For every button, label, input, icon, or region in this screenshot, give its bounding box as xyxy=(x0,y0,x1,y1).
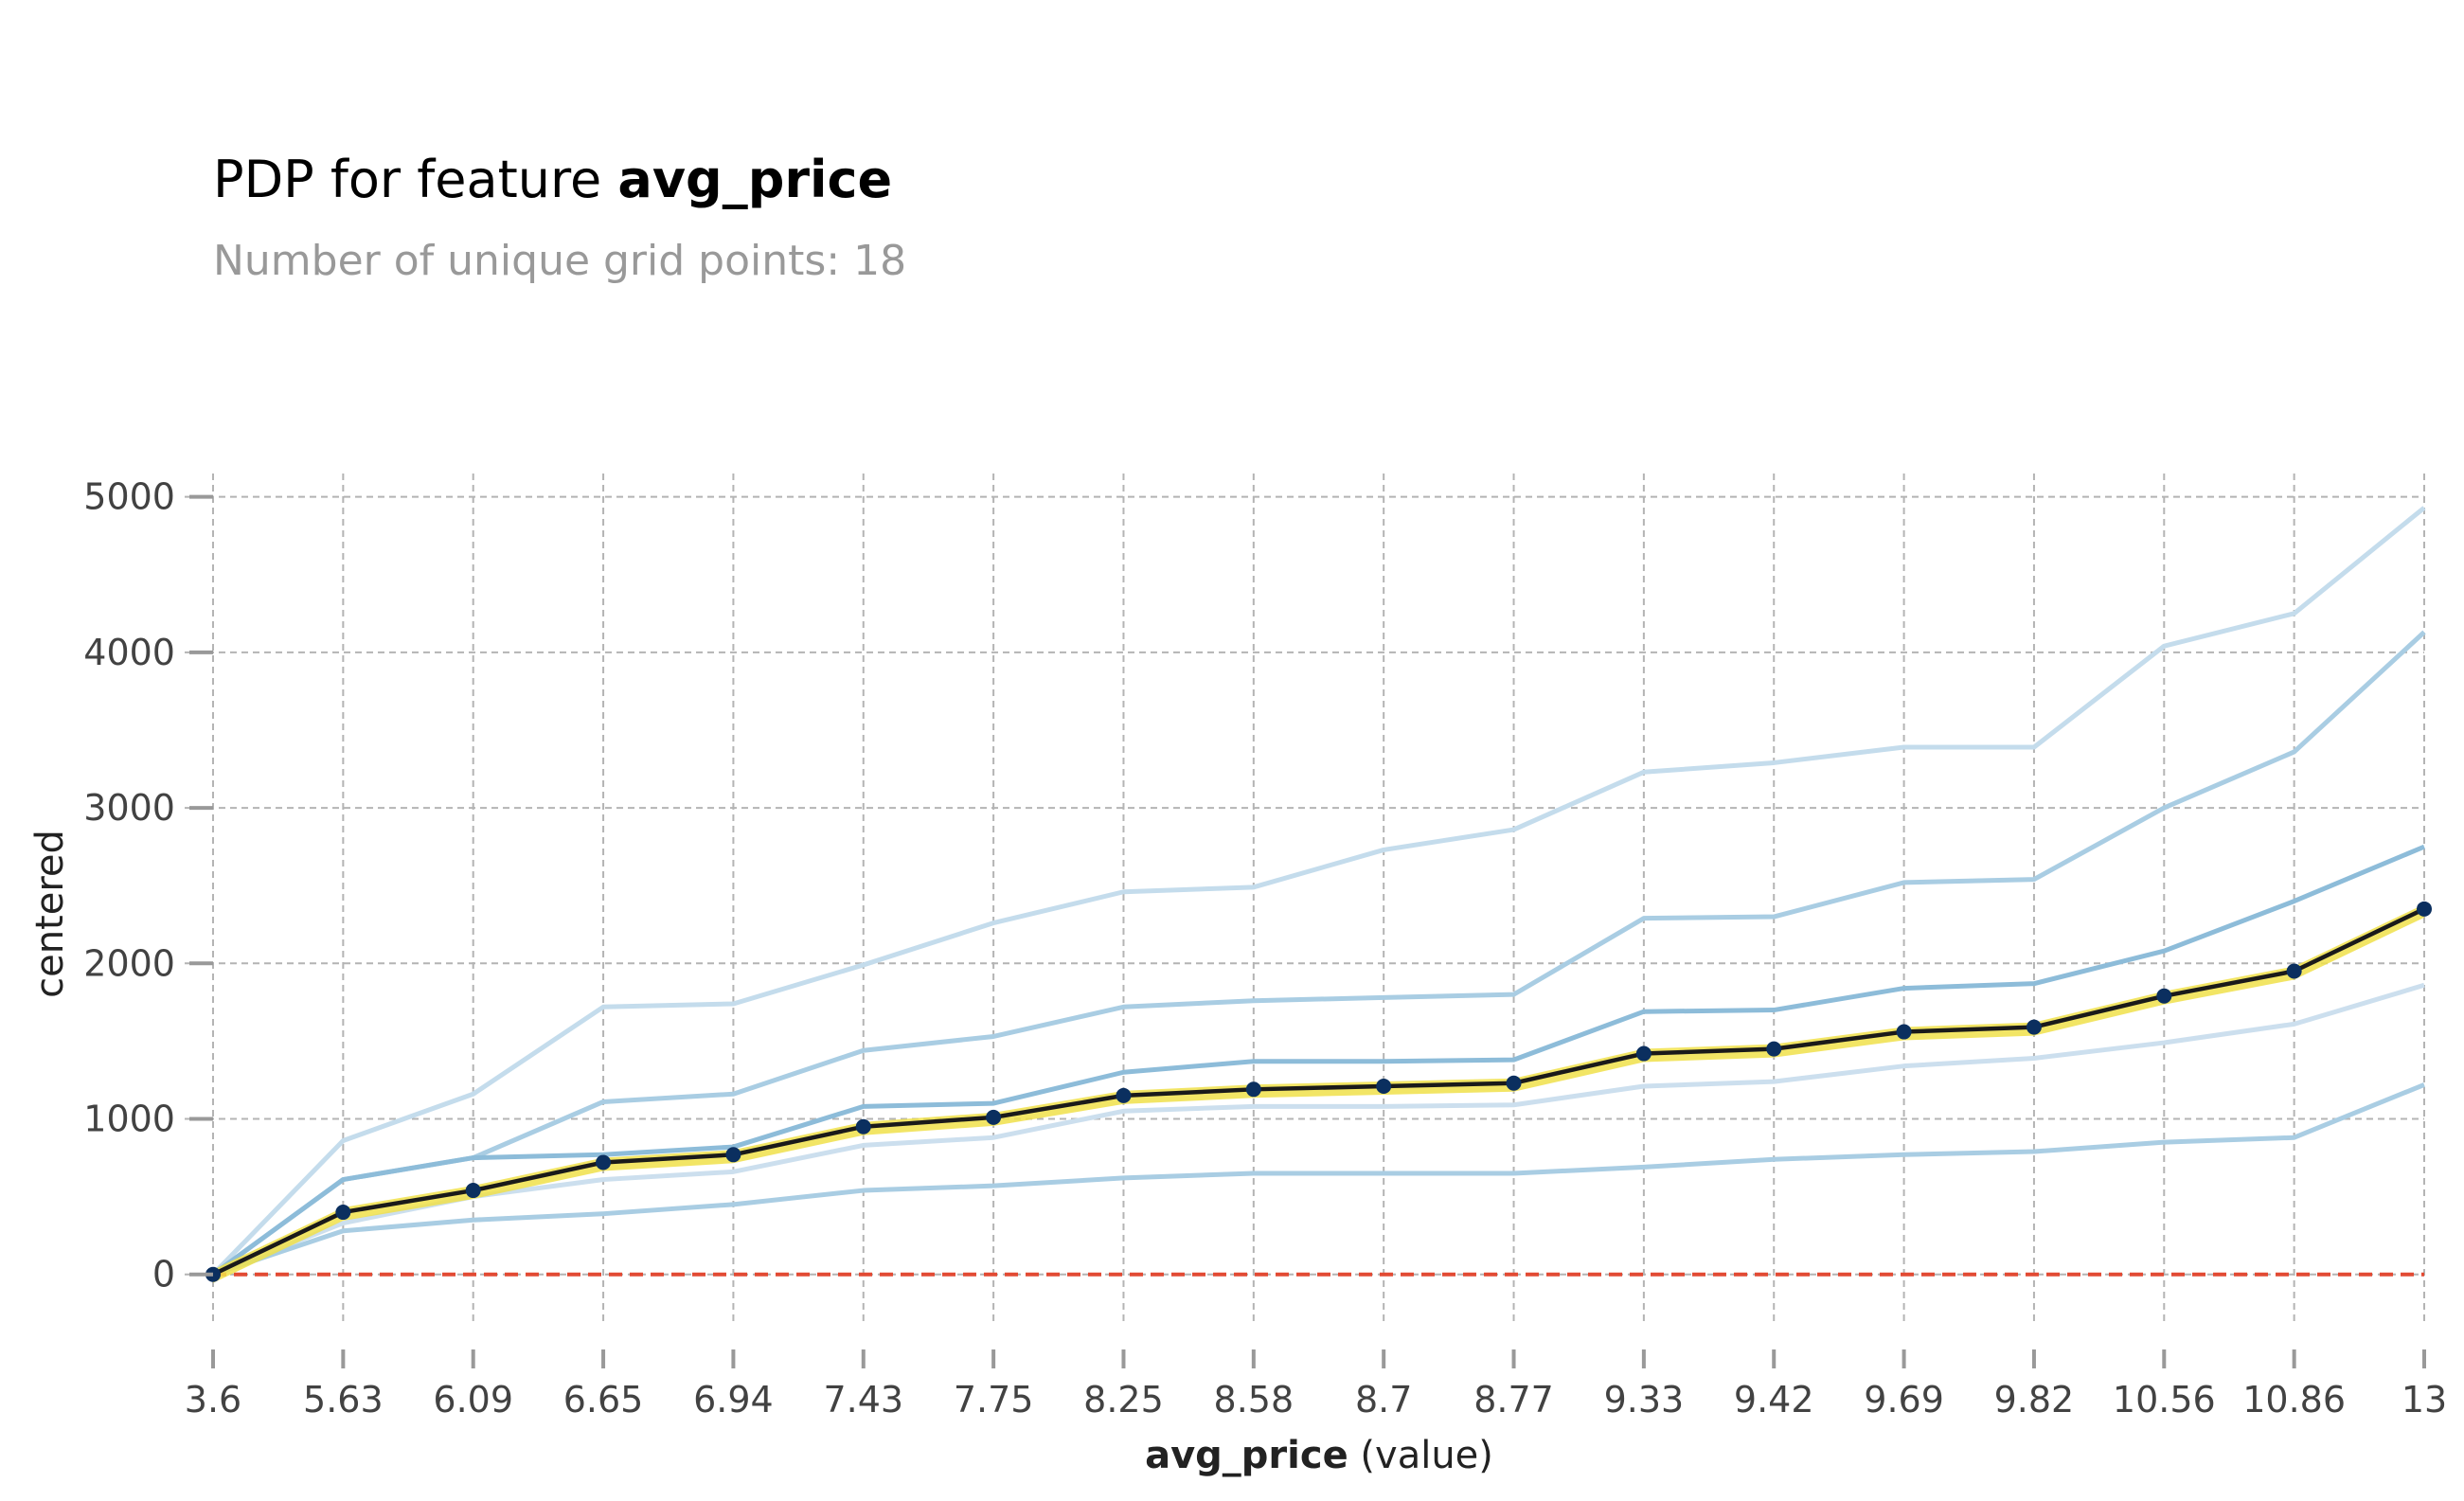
pdp-point xyxy=(1766,1041,1782,1057)
x-tick-label: 7.75 xyxy=(954,1379,1034,1421)
y-tick-label: 5000 xyxy=(83,476,175,518)
pdp-point xyxy=(1506,1075,1522,1091)
ice-line xyxy=(211,630,2426,1277)
x-tick-label: 9.82 xyxy=(1994,1379,2075,1421)
pdp-point xyxy=(725,1147,741,1163)
x-tick-label: 9.69 xyxy=(1864,1379,1944,1421)
y-tick-label: 4000 xyxy=(83,632,175,673)
chart-title: PDP for feature avg_price xyxy=(213,150,892,209)
x-tick-label: 8.58 xyxy=(1214,1379,1294,1421)
ice-lines xyxy=(211,506,2426,1278)
x-tick-label: 10.56 xyxy=(2113,1379,2216,1421)
x-axis: 3.6 5.63 6.09 6.65 6.94 7.43 7.75 8.25 8.58 8.7 8.… xyxy=(185,1349,2447,1421)
y-axis-label: centered xyxy=(28,830,72,998)
title-feature-name: avg_price xyxy=(617,150,893,209)
x-tick-label: 9.33 xyxy=(1604,1379,1685,1421)
y-tick-label: 2000 xyxy=(83,942,175,984)
chart-subtitle: Number of unique grid points: 18 xyxy=(213,237,907,285)
pdp-band xyxy=(213,903,2424,1283)
pdp-point xyxy=(1245,1081,1261,1098)
grid xyxy=(185,474,2425,1321)
y-tick-label: 3000 xyxy=(83,787,175,829)
pdp-line xyxy=(212,906,2425,1277)
pdp-point xyxy=(1635,1045,1652,1062)
pdp-point xyxy=(2026,1019,2042,1035)
x-tick-label: 3.6 xyxy=(185,1379,241,1421)
x-axis-label-feature: avg_price xyxy=(1145,1434,1348,1477)
x-axis-label: avg_price (value) xyxy=(1145,1434,1493,1477)
x-tick-label: 10.86 xyxy=(2242,1379,2346,1421)
pdp-point xyxy=(335,1205,351,1221)
ice-line xyxy=(211,844,2425,1277)
ice-line xyxy=(212,1082,2425,1278)
ice-line xyxy=(212,982,2425,1278)
x-tick-label: 7.43 xyxy=(823,1379,903,1421)
y-tick-label: 0 xyxy=(152,1254,175,1296)
x-tick-label: 6.94 xyxy=(693,1379,774,1421)
pdp-point xyxy=(1116,1087,1132,1103)
x-tick-label: 5.63 xyxy=(303,1379,384,1421)
pdp-point xyxy=(465,1183,481,1199)
pdp-point xyxy=(596,1154,612,1170)
pdp-point xyxy=(2156,988,2172,1004)
title-prefix: PDP for feature xyxy=(213,150,602,209)
ice-line xyxy=(211,506,2426,1277)
x-axis-label-suffix: (value) xyxy=(1348,1434,1493,1477)
x-tick-label: 8.25 xyxy=(1083,1379,1164,1421)
x-tick-label: 8.77 xyxy=(1473,1379,1554,1421)
x-tick-label: 13 xyxy=(2402,1379,2447,1421)
pdp-point xyxy=(2286,963,2302,979)
pdp-point xyxy=(855,1118,871,1135)
x-tick-label: 8.7 xyxy=(1355,1379,1412,1421)
x-tick-label: 6.65 xyxy=(563,1379,644,1421)
x-tick-label: 6.09 xyxy=(433,1379,513,1421)
pdp-point xyxy=(1376,1079,1392,1095)
pdp-point xyxy=(986,1109,1002,1125)
x-tick-label: 9.42 xyxy=(1734,1379,1814,1421)
y-axis: 0 1000 2000 3000 4000 5000 xyxy=(83,476,213,1296)
pdp-point xyxy=(2417,901,2432,917)
pdp-line-group xyxy=(205,901,2432,1283)
pdp-point xyxy=(1896,1024,1912,1040)
y-tick-label: 1000 xyxy=(83,1099,175,1140)
axis-labels: avg_price (value) centered xyxy=(28,830,1493,1477)
